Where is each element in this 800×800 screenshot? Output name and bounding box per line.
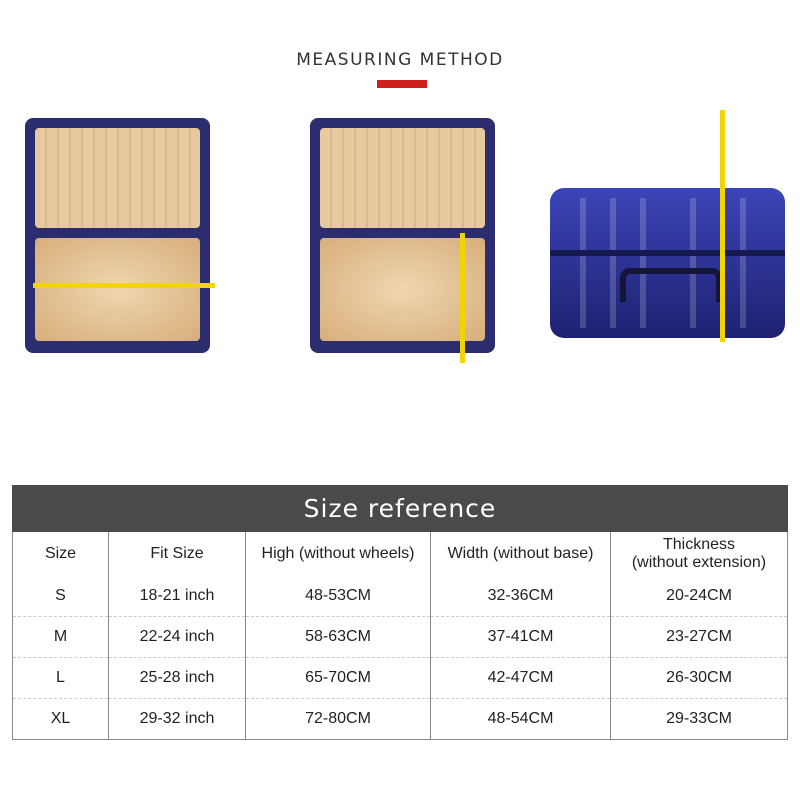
- table-cell: 26-30CM: [610, 657, 788, 699]
- table-cell: 23-27CM: [610, 616, 788, 658]
- open-suitcase-width-measure: [25, 118, 215, 353]
- column-header: Width (without base): [430, 532, 611, 576]
- table-title: Size reference: [12, 485, 788, 532]
- closed-suitcase-thickness-measure: [550, 188, 785, 338]
- size-reference-table: Size reference Size Fit Size High (witho…: [12, 485, 788, 740]
- table-cell: 48-53CM: [245, 576, 431, 617]
- table-cell: XL: [50, 710, 71, 727]
- measuring-tape: [33, 283, 215, 288]
- table-row: XL 29-32 inch 72-80CM 48-54CM 29-33CM: [13, 698, 788, 740]
- table-cell: 32-36CM: [430, 576, 611, 617]
- table-cell: 42-47CM: [430, 657, 611, 699]
- column-header: Size: [44, 545, 77, 562]
- table-row: S 18-21 inch 48-53CM 32-36CM 20-24CM: [12, 576, 788, 617]
- table-cell: L: [12, 657, 109, 699]
- title-underline: [377, 80, 427, 88]
- table-cell: 29-33CM: [610, 698, 788, 740]
- table-cell: 58-63CM: [245, 616, 431, 658]
- table-cell: S: [12, 576, 109, 617]
- measuring-tape: [720, 110, 725, 342]
- table-cell: 29-32 inch: [108, 698, 246, 740]
- table-cell: 65-70CM: [245, 657, 431, 699]
- table-cell: 18-21 inch: [108, 576, 246, 617]
- table-cell: M: [12, 616, 109, 658]
- column-header: Fit Size: [108, 532, 246, 576]
- table-header-row: Size Fit Size High (without wheels) Widt…: [13, 532, 788, 576]
- handle-icon: [620, 268, 722, 302]
- table-row: L 25-28 inch 65-70CM 42-47CM 26-30CM: [12, 657, 788, 699]
- page-title: MEASURING METHOD: [296, 50, 504, 70]
- table-cell: 72-80CM: [245, 698, 431, 740]
- column-header: High (without wheels): [245, 532, 431, 576]
- open-suitcase-height-measure: [310, 118, 495, 363]
- table-cell: 25-28 inch: [108, 657, 246, 699]
- table-cell: 20-24CM: [610, 576, 788, 617]
- column-header: Thickness (without extension): [610, 532, 788, 576]
- table-row: M 22-24 inch 58-63CM 37-41CM 23-27CM: [12, 616, 788, 658]
- table-cell: 22-24 inch: [108, 616, 246, 658]
- table-cell: 48-54CM: [430, 698, 611, 740]
- measuring-tape: [460, 233, 465, 363]
- table-cell: 37-41CM: [430, 616, 611, 658]
